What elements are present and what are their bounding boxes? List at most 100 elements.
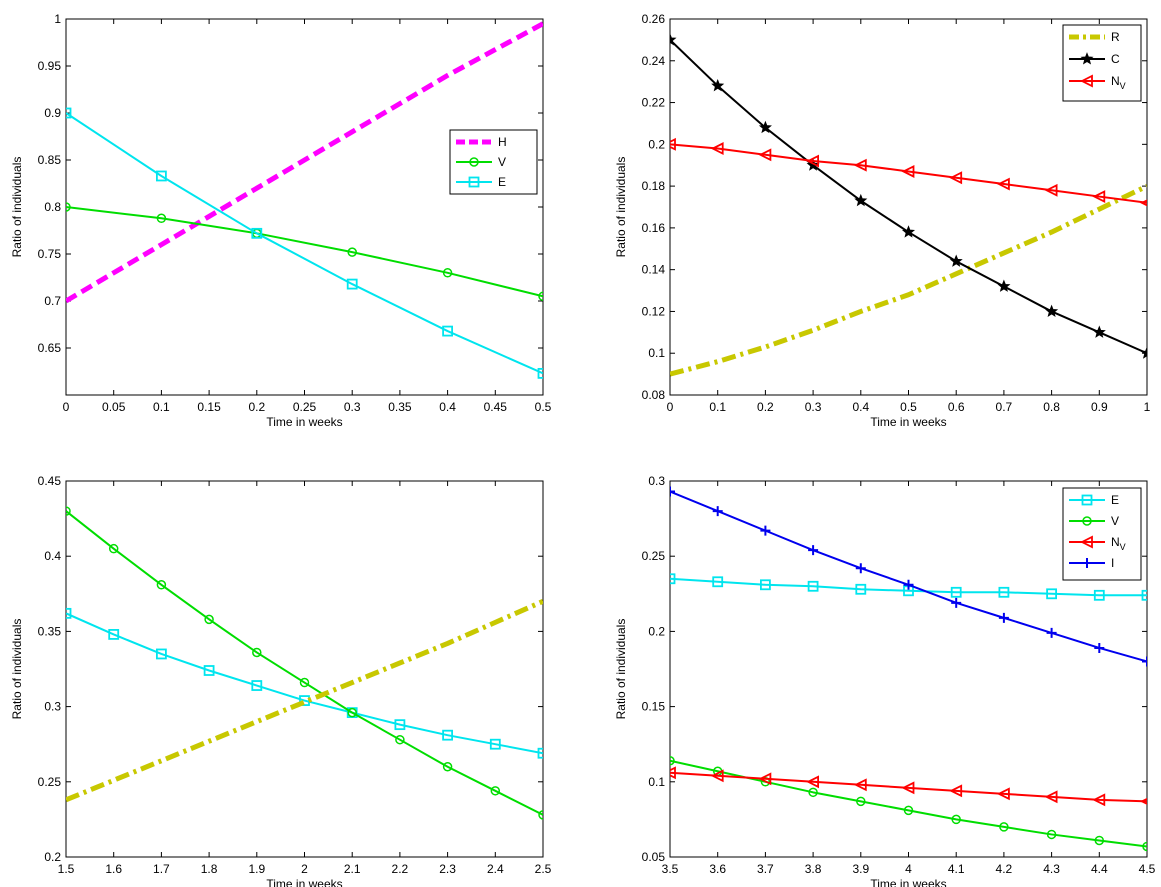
y-tick-label: 1 (54, 12, 61, 26)
legend: HVE (449, 129, 538, 195)
x-tick-label: 2.1 (344, 862, 361, 876)
data-point (1093, 589, 1105, 601)
data-point (108, 543, 119, 554)
x-tick-label: 3.6 (709, 862, 726, 876)
series-r (670, 183, 1147, 377)
y-tick-label: 0.1 (648, 775, 665, 789)
x-axis-label: Time in weeks (266, 877, 342, 887)
data-point (155, 648, 167, 660)
x-tick-label: 0.45 (484, 400, 508, 414)
y-axis-label: Ratio of individuals (10, 619, 24, 720)
data-point (670, 33, 677, 46)
series-e (66, 607, 543, 759)
data-point (855, 583, 867, 595)
data-point (806, 158, 820, 171)
data-point (1092, 793, 1106, 807)
x-tick-label: 1.5 (58, 862, 75, 876)
data-point (670, 573, 676, 585)
x-tick-label: 4.1 (948, 862, 965, 876)
data-point (538, 291, 543, 302)
data-point (854, 193, 868, 207)
data-point (670, 755, 675, 766)
series-c (670, 33, 1147, 359)
legend-entry-subscript: V (1120, 81, 1126, 91)
x-tick-label: 3.7 (757, 862, 774, 876)
data-point (903, 805, 914, 816)
data-point (1141, 589, 1147, 601)
x-tick-label: 2 (301, 862, 308, 876)
data-point (442, 729, 454, 741)
y-axis-label: Ratio of individuals (10, 157, 24, 258)
data-point (806, 154, 819, 168)
data-point (442, 268, 453, 278)
y-axis-label: Ratio of individuals (614, 157, 628, 258)
series-line (670, 183, 1147, 377)
legend-entry-label: H (498, 135, 507, 149)
series-n-v (670, 137, 1147, 207)
data-point (712, 576, 724, 588)
data-point (346, 278, 358, 290)
data-point (66, 107, 72, 119)
data-point (66, 607, 72, 619)
plot-area (65, 480, 544, 858)
x-tick-label: 0 (63, 400, 70, 414)
data-point (1094, 642, 1105, 653)
legend-entry-label: E (1111, 493, 1119, 507)
data-point (996, 177, 1010, 191)
y-tick-label: 0.18 (642, 179, 666, 193)
data-point (758, 772, 772, 786)
data-point (853, 778, 867, 792)
data-point (901, 225, 916, 238)
series-e (670, 573, 1147, 601)
x-tick-label: 1 (1144, 400, 1151, 414)
x-axis-label: Time in weeks (870, 877, 946, 887)
series-r (66, 599, 543, 803)
data-point (758, 120, 772, 134)
legend-entry-subscript: V (1120, 542, 1126, 552)
y-tick-label: 0.25 (38, 775, 62, 789)
x-tick-label: 0.3 (344, 400, 361, 414)
data-point (442, 325, 454, 337)
series-line (66, 510, 543, 816)
series-h (66, 21, 543, 304)
y-tick-label: 0.65 (38, 341, 62, 355)
data-point (108, 629, 120, 640)
x-tick-label: 0.35 (388, 400, 412, 414)
data-point (394, 719, 406, 731)
y-tick-label: 0.45 (38, 474, 62, 488)
legend-marker (1079, 535, 1093, 549)
data-point (156, 580, 167, 590)
legend-marker (1081, 494, 1093, 506)
data-point (856, 796, 866, 807)
plot-area (65, 18, 544, 396)
series-v (66, 506, 543, 820)
data-point (997, 279, 1011, 292)
legend-entry-label: I (1111, 556, 1114, 570)
data-point (156, 213, 167, 224)
data-point (711, 78, 725, 92)
x-tick-label: 0.4 (852, 400, 869, 414)
data-point (712, 506, 723, 517)
data-point (949, 171, 963, 185)
x-tick-label: 0.5 (900, 400, 917, 414)
data-point (670, 137, 676, 151)
x-tick-label: 2.3 (439, 862, 456, 876)
chart-panel-1: 0 0.05 0.1 0.15 0.2 0.25 0.3 0.35 0.4 0.45 0.5 0.65… (10, 12, 552, 429)
x-tick-label: 3.5 (662, 862, 679, 876)
y-tick-label: 0.24 (642, 54, 666, 68)
x-tick-label: 3.8 (805, 862, 822, 876)
x-tick-label: 2.2 (392, 862, 409, 876)
x-tick-label: 1.7 (153, 862, 170, 876)
data-point (1044, 183, 1058, 197)
data-point (950, 586, 962, 598)
series-line (66, 206, 543, 298)
x-tick-label: 0.25 (293, 400, 317, 414)
data-point (808, 545, 819, 556)
x-tick-label: 0.2 (757, 400, 774, 414)
data-point (1140, 346, 1147, 359)
series-line (670, 771, 1147, 803)
x-tick-label: 4.2 (996, 862, 1013, 876)
series-n-v (670, 766, 1147, 807)
data-point (901, 165, 915, 178)
x-tick-label: 0.5 (535, 400, 552, 414)
